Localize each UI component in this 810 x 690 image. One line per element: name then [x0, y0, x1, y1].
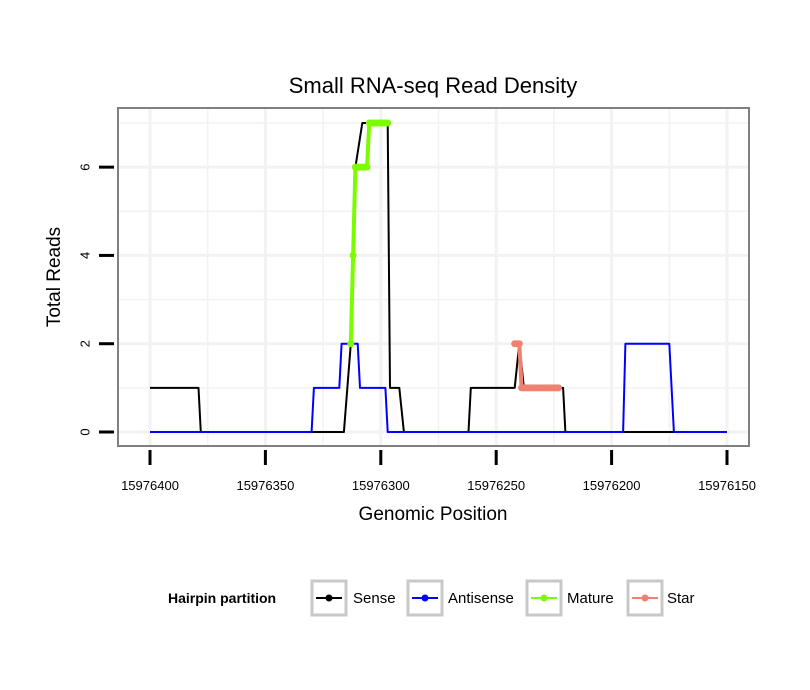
- legend-item-mature: Mature: [525, 579, 614, 617]
- data-point-mature: [363, 163, 371, 171]
- legend-item-star: Star: [626, 579, 695, 617]
- legend-key-dot: [641, 594, 649, 602]
- y-tick-label: 4: [77, 252, 92, 259]
- data-point-star: [515, 340, 523, 348]
- y-tick-label: 2: [77, 340, 92, 347]
- series-layer: [150, 119, 727, 433]
- x-tick-label: 15976250: [467, 478, 525, 493]
- x-tick-label: 15976300: [352, 478, 410, 493]
- x-tick-label: 15976150: [698, 478, 756, 493]
- legend-label: Mature: [567, 590, 614, 607]
- data-point-star: [555, 384, 562, 392]
- legend-item-sense: Sense: [310, 579, 396, 617]
- series-antisense: [150, 342, 727, 433]
- series-line-antisense: [150, 342, 727, 433]
- legend-key-dot: [540, 594, 548, 602]
- y-axis-label: Total Reads: [44, 227, 65, 327]
- legend-key-dot: [421, 594, 429, 602]
- legend-title: Hairpin partition: [168, 590, 276, 606]
- plot-border: [117, 107, 750, 447]
- data-point-mature: [384, 119, 392, 127]
- y-tick-label: 6: [77, 164, 92, 171]
- legend-label: Sense: [353, 590, 396, 607]
- x-tick-label: 15976400: [121, 478, 179, 493]
- chart-title: Small RNA-seq Read Density: [289, 73, 578, 98]
- x-axis-label: Genomic Position: [359, 504, 508, 525]
- y-axis: 0 2 4 6: [77, 164, 114, 436]
- data-point-mature: [347, 340, 355, 348]
- y-tick-label: 0: [77, 428, 92, 435]
- x-tick-label: 15976350: [236, 478, 294, 493]
- data-point-mature: [349, 251, 357, 259]
- legend-label: Star: [667, 590, 695, 607]
- series-star: [511, 340, 562, 392]
- x-tick-label: 15976200: [583, 478, 641, 493]
- series-mature: [347, 119, 392, 348]
- legend-label: Antisense: [448, 590, 514, 607]
- plot-panel: [118, 108, 749, 446]
- legend: Hairpin partition Sense Antisense Mature St…: [168, 579, 695, 617]
- legend-item-antisense: Antisense: [406, 579, 514, 617]
- legend-key-dot: [325, 594, 333, 602]
- x-axis: 15976400 15976350 15976300 15976250 15976200…: [121, 450, 756, 493]
